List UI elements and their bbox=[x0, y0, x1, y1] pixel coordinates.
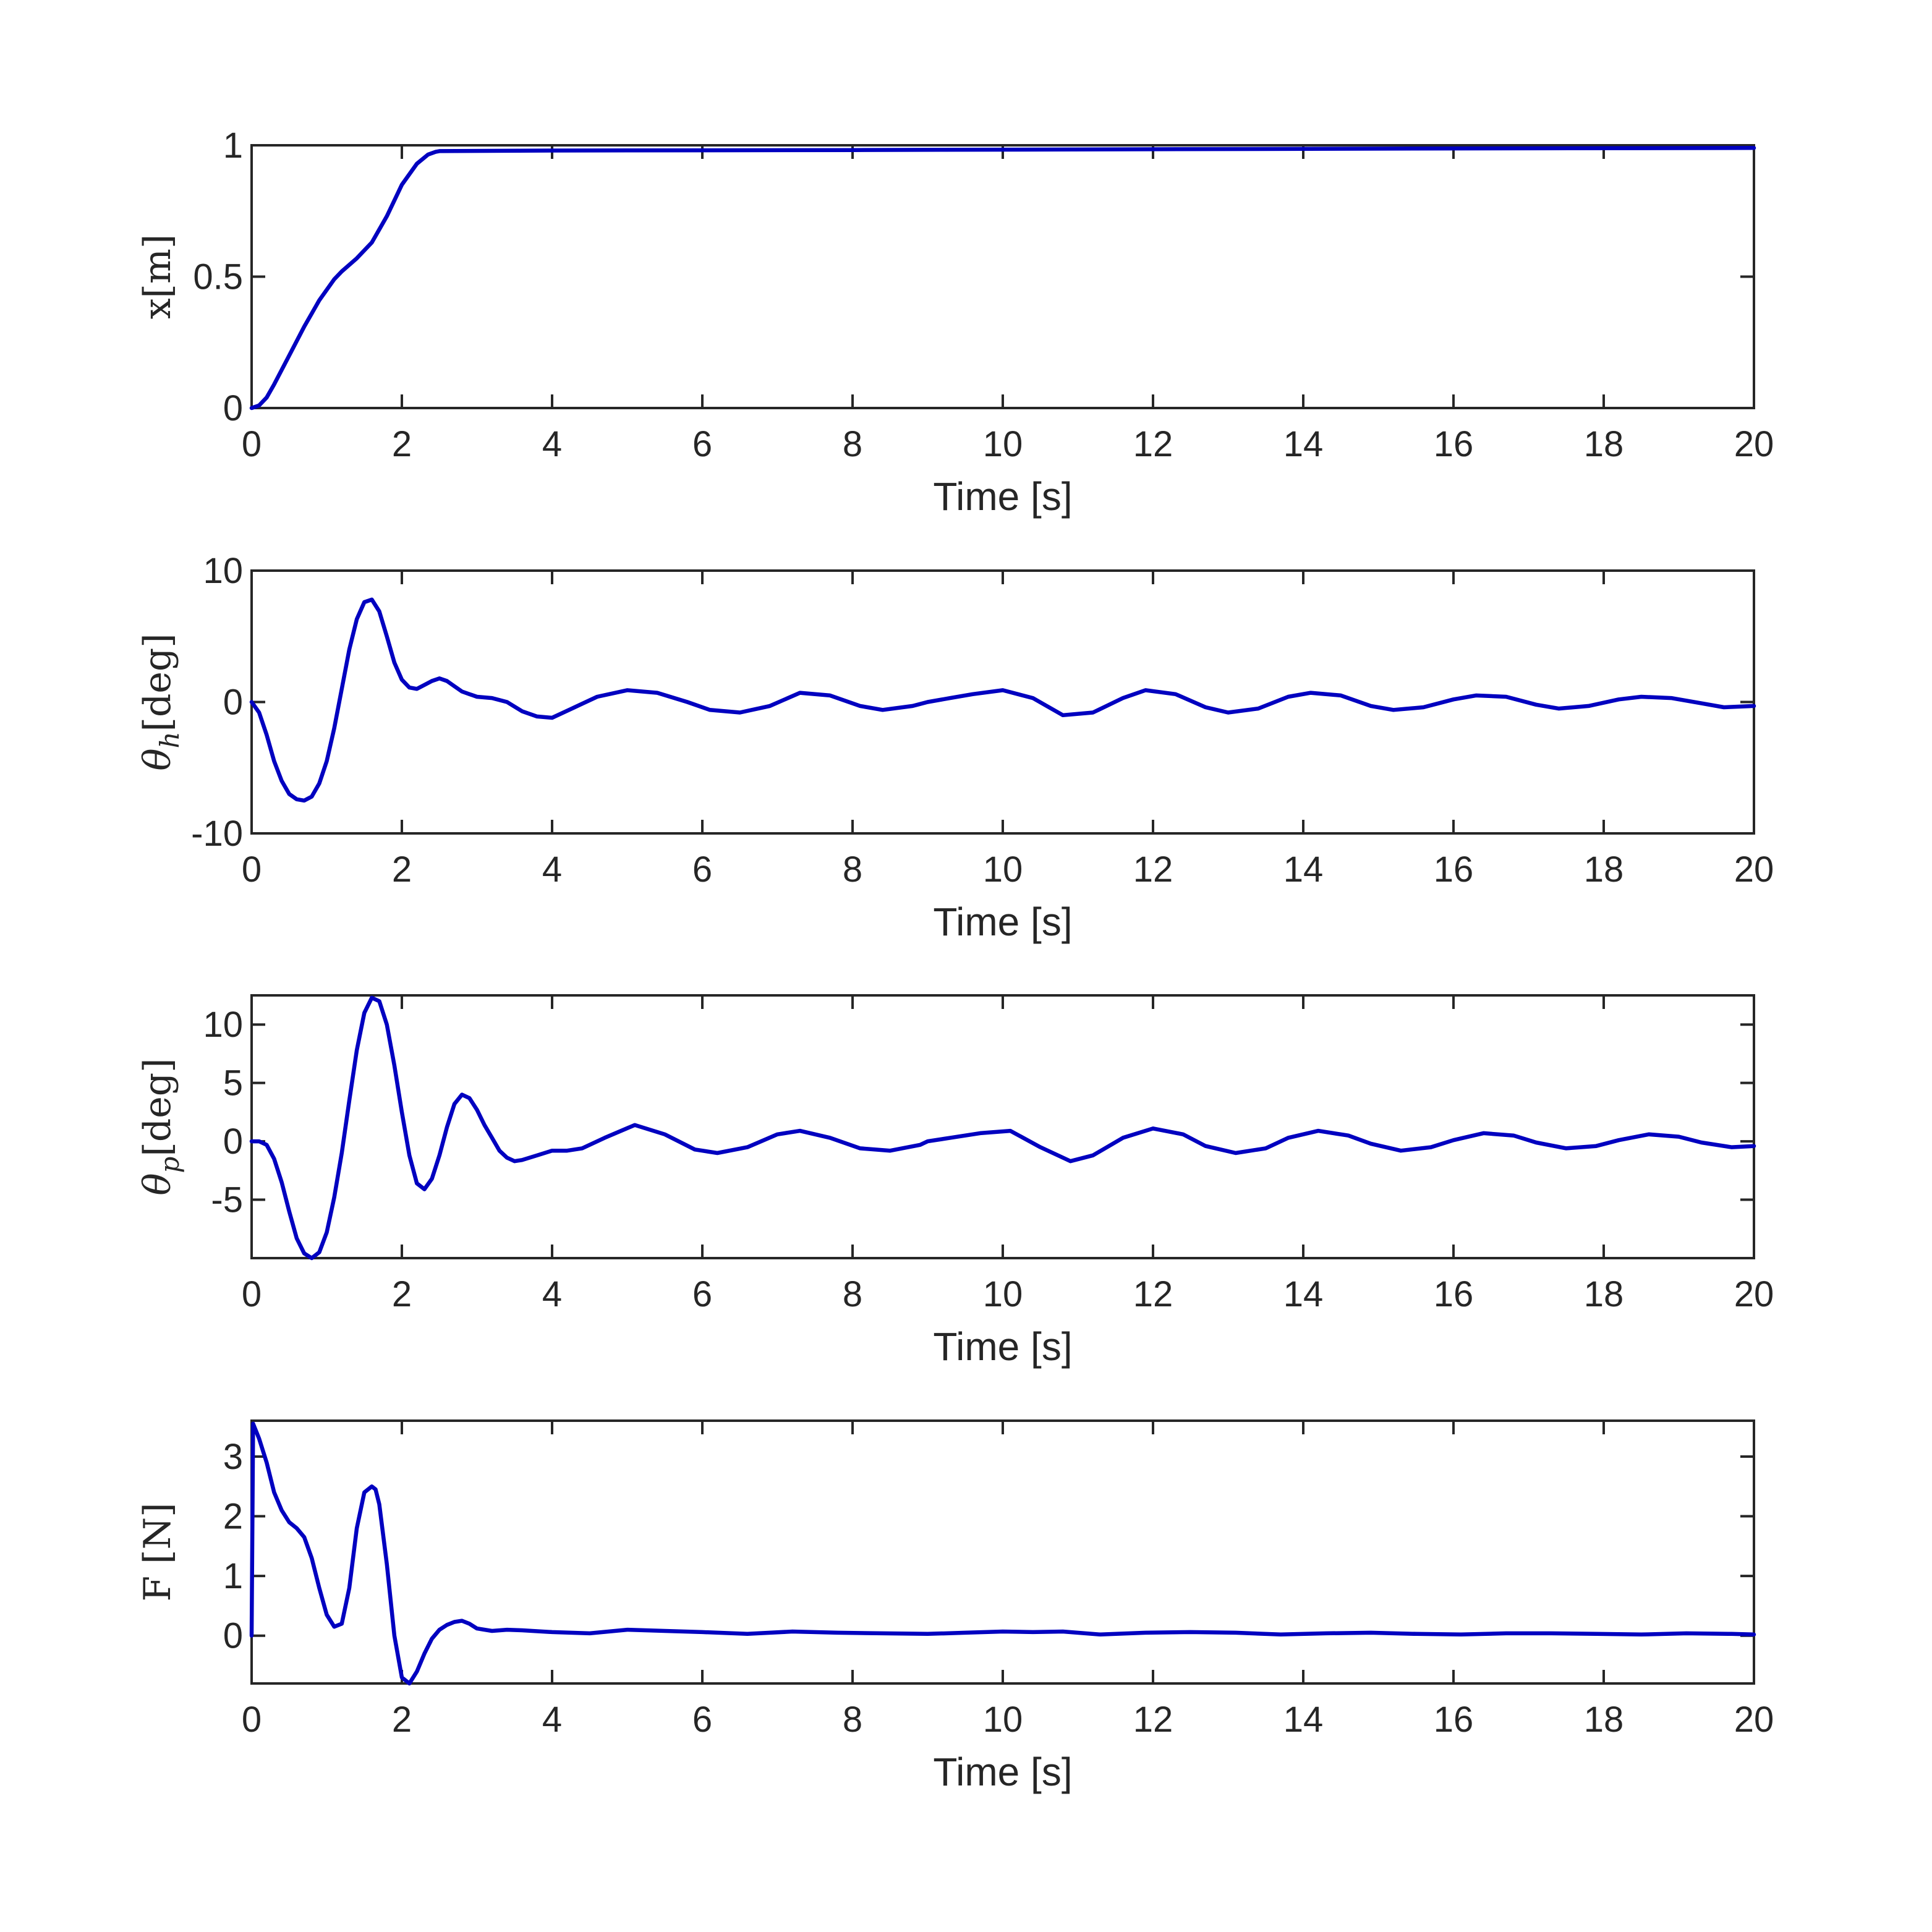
y-axis-label: x[m] bbox=[136, 234, 179, 320]
x-tick-label: 0 bbox=[242, 424, 262, 464]
y-tick-label: 3 bbox=[223, 1437, 243, 1477]
y-tick-label: 10 bbox=[203, 551, 243, 591]
y-tick-label: 0 bbox=[223, 1616, 243, 1656]
x-tick-label: 0 bbox=[242, 849, 262, 890]
subplot-position: 0 2 4 6 8 10 12 14 16 18 20 0 0.5 1 Time [s] x[m] bbox=[136, 126, 1774, 519]
y-axis-label: θp[deg] bbox=[136, 1058, 185, 1195]
x-tick-label: 6 bbox=[692, 424, 712, 464]
x-tick-label: 12 bbox=[1133, 849, 1173, 890]
y-tick-label: 0 bbox=[223, 683, 243, 723]
x-tick-label: 10 bbox=[983, 424, 1023, 464]
y-axis-label: θh[deg] bbox=[136, 633, 185, 770]
y-tick-label: 5 bbox=[223, 1063, 243, 1104]
y-axis-label: F [N] bbox=[136, 1502, 179, 1601]
axes-frame bbox=[250, 1419, 1755, 1685]
x-tick-label: 4 bbox=[542, 424, 562, 464]
x-tick-label: 16 bbox=[1434, 1700, 1474, 1740]
x-tick-label: 4 bbox=[542, 1274, 562, 1314]
x-tick-label: 10 bbox=[983, 849, 1023, 890]
x-axis-label: Time [s] bbox=[933, 900, 1072, 944]
series-line bbox=[249, 1421, 1756, 1686]
x-tick-label: 8 bbox=[843, 424, 862, 464]
x-tick-label: 10 bbox=[983, 1700, 1023, 1740]
x-tick-label: 14 bbox=[1283, 1700, 1324, 1740]
x-tick-label: 8 bbox=[843, 849, 862, 890]
x-tick-label: 16 bbox=[1434, 1274, 1474, 1314]
x-tick-label: 20 bbox=[1734, 1700, 1774, 1740]
y-tick-label: 1 bbox=[223, 126, 243, 166]
x-tick-label: 20 bbox=[1734, 849, 1774, 890]
series-line bbox=[249, 146, 1756, 411]
x-tick-label: 6 bbox=[692, 1274, 712, 1314]
subplot-pendulum-angle: 0 2 4 6 8 10 12 14 16 18 20 -5 0 5 10 Time [s] θp[deg] bbox=[136, 994, 1774, 1369]
series-line bbox=[249, 995, 1756, 1261]
series-line bbox=[249, 597, 1756, 803]
x-tick-label: 16 bbox=[1434, 424, 1474, 464]
x-tick-label: 10 bbox=[983, 1274, 1023, 1314]
x-axis-label: Time [s] bbox=[933, 1750, 1072, 1794]
x-tick-label: 6 bbox=[692, 849, 712, 890]
x-tick-label: 18 bbox=[1584, 424, 1624, 464]
x-tick-label: 4 bbox=[542, 849, 562, 890]
x-tick-label: 4 bbox=[542, 1700, 562, 1740]
x-tick-label: 0 bbox=[242, 1700, 262, 1740]
y-tick-label: 0.5 bbox=[193, 257, 243, 297]
x-tick-label: 12 bbox=[1133, 1274, 1173, 1314]
x-tick-label: 20 bbox=[1734, 424, 1774, 464]
x-tick-label: 6 bbox=[692, 1700, 712, 1740]
x-tick-label: 18 bbox=[1584, 849, 1624, 890]
x-tick-label: 18 bbox=[1584, 1700, 1624, 1740]
y-tick-label: 0 bbox=[223, 388, 243, 428]
x-tick-label: 20 bbox=[1734, 1274, 1774, 1314]
x-tick-label: 18 bbox=[1584, 1274, 1624, 1314]
x-tick-label: 12 bbox=[1133, 424, 1173, 464]
x-tick-label: 8 bbox=[843, 1274, 862, 1314]
x-tick-label: 12 bbox=[1133, 1700, 1173, 1740]
x-axis-label: Time [s] bbox=[933, 474, 1072, 519]
y-tick-label: 1 bbox=[223, 1556, 243, 1596]
x-tick-label: 14 bbox=[1283, 849, 1324, 890]
x-tick-label: 8 bbox=[843, 1700, 862, 1740]
x-tick-label: 14 bbox=[1283, 1274, 1324, 1314]
y-tick-label: 10 bbox=[203, 1005, 243, 1045]
x-tick-label: 0 bbox=[242, 1274, 262, 1314]
x-tick-label: 2 bbox=[392, 424, 412, 464]
axes-frame bbox=[250, 144, 1755, 409]
x-axis-label: Time [s] bbox=[933, 1324, 1072, 1369]
y-tick-label: -10 bbox=[191, 814, 243, 854]
y-tick-label: 2 bbox=[223, 1497, 243, 1537]
x-tick-label: 14 bbox=[1283, 424, 1324, 464]
axes-frame bbox=[250, 994, 1755, 1259]
x-tick-label: 2 bbox=[392, 849, 412, 890]
x-tick-label: 2 bbox=[392, 1274, 412, 1314]
x-tick-label: 16 bbox=[1434, 849, 1474, 890]
x-tick-label: 2 bbox=[392, 1700, 412, 1740]
y-tick-label: 0 bbox=[223, 1121, 243, 1162]
y-tick-label: -5 bbox=[211, 1180, 243, 1220]
